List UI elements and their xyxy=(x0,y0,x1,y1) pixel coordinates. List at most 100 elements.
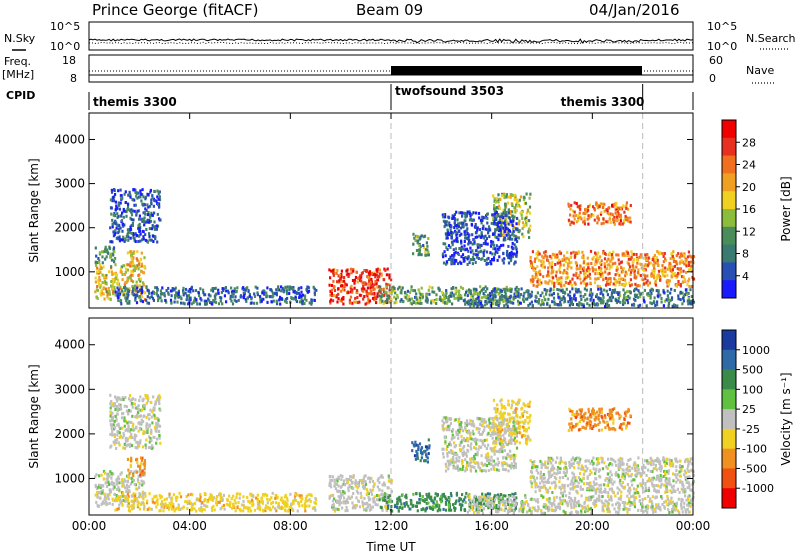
echo-cell xyxy=(329,293,332,297)
echo-cell xyxy=(177,293,180,297)
echo-cell xyxy=(501,298,504,302)
echo-cell xyxy=(434,505,437,509)
echo-cell xyxy=(138,260,141,264)
echo-cell xyxy=(132,233,135,237)
echo-cell xyxy=(181,506,184,510)
echo-cell xyxy=(607,304,611,308)
echo-cell xyxy=(210,498,213,501)
echo-cell xyxy=(473,238,476,242)
echo-cell xyxy=(627,294,630,298)
echo-cell xyxy=(659,278,662,282)
echo-cell xyxy=(406,293,409,297)
echo-cell xyxy=(124,280,127,284)
echo-cell xyxy=(655,256,658,260)
echo-cell xyxy=(464,219,467,223)
echo-cell xyxy=(253,508,256,512)
echo-cell xyxy=(654,258,657,262)
echo-cell xyxy=(110,270,113,274)
echo-cell xyxy=(201,507,204,511)
echo-cell xyxy=(135,284,138,288)
echo-cell xyxy=(229,501,232,505)
echo-cell xyxy=(415,505,418,508)
echo-cell xyxy=(483,249,486,253)
echo-cell xyxy=(166,505,169,509)
echo-cell xyxy=(113,189,116,192)
echo-cell xyxy=(222,503,225,507)
echo-cell xyxy=(219,495,222,499)
echo-cell xyxy=(492,222,495,226)
echo-cell xyxy=(139,503,143,506)
echo-cell xyxy=(513,193,516,197)
echo-cell xyxy=(687,250,690,254)
echo-cell xyxy=(370,290,373,294)
echo-cell xyxy=(354,275,358,279)
echo-cell xyxy=(642,256,645,260)
echo-cell xyxy=(595,293,598,297)
echo-cell xyxy=(96,495,99,499)
echo-cell xyxy=(256,291,259,295)
echo-cell xyxy=(602,278,605,282)
echo-cell xyxy=(257,505,260,509)
echo-cell xyxy=(279,302,282,306)
echo-cell xyxy=(146,213,149,217)
echo-cell xyxy=(285,504,289,508)
echo-cell xyxy=(125,444,128,448)
echo-cell xyxy=(144,443,147,447)
echo-cell xyxy=(573,201,576,205)
echo-cell xyxy=(455,233,458,237)
echo-cell xyxy=(692,277,696,281)
echo-cell xyxy=(328,484,331,487)
echo-cell xyxy=(589,249,593,253)
echo-cell xyxy=(362,297,365,301)
echo-cell xyxy=(583,281,586,285)
echo-cell xyxy=(120,416,124,420)
echo-cell xyxy=(290,296,293,300)
echo-cell xyxy=(373,298,376,302)
echo-cell xyxy=(109,414,112,418)
echo-cell xyxy=(260,500,263,504)
echo-cell xyxy=(521,217,524,220)
echo-cell xyxy=(101,255,104,259)
echo-cell xyxy=(493,209,496,213)
echo-cell xyxy=(119,285,122,289)
echo-cell xyxy=(186,296,189,300)
echo-cell xyxy=(384,498,387,502)
echo-cell xyxy=(342,296,345,299)
echo-cell xyxy=(372,497,375,501)
echo-cell xyxy=(239,509,242,513)
echo-cell xyxy=(453,252,456,255)
echo-cell xyxy=(605,267,608,271)
echo-cell xyxy=(112,221,115,225)
echo-cell xyxy=(349,475,352,479)
echo-cell xyxy=(135,497,138,500)
echo-cell xyxy=(418,296,421,300)
echo-cell xyxy=(158,205,161,209)
echo-cell xyxy=(649,301,652,305)
echo-cell xyxy=(612,219,615,223)
echo-cell xyxy=(217,288,220,292)
noise-tick-right-top: 10^5 xyxy=(707,20,737,33)
echo-cell xyxy=(444,254,447,258)
echo-cell xyxy=(435,298,438,301)
echo-cell xyxy=(112,498,115,502)
echo-cell xyxy=(463,508,466,511)
echo-cell xyxy=(149,400,152,404)
echo-cell xyxy=(146,508,149,512)
echo-cell xyxy=(129,195,132,199)
echo-cell xyxy=(94,475,97,479)
freq-label: Freq. xyxy=(4,55,31,68)
echo-cell xyxy=(499,498,502,502)
echo-cell xyxy=(113,402,116,406)
echo-cell xyxy=(630,250,633,254)
echo-cell xyxy=(459,508,463,512)
echo-cell xyxy=(493,416,496,420)
echo-cell xyxy=(216,495,219,498)
echo-cell xyxy=(371,479,374,483)
echo-cell xyxy=(283,500,286,504)
echo-cell xyxy=(121,412,124,416)
echo-cell xyxy=(599,285,602,288)
echo-cell xyxy=(378,268,381,272)
echo-cell xyxy=(677,280,680,283)
echo-cell xyxy=(689,267,693,271)
echo-cell xyxy=(102,292,105,296)
